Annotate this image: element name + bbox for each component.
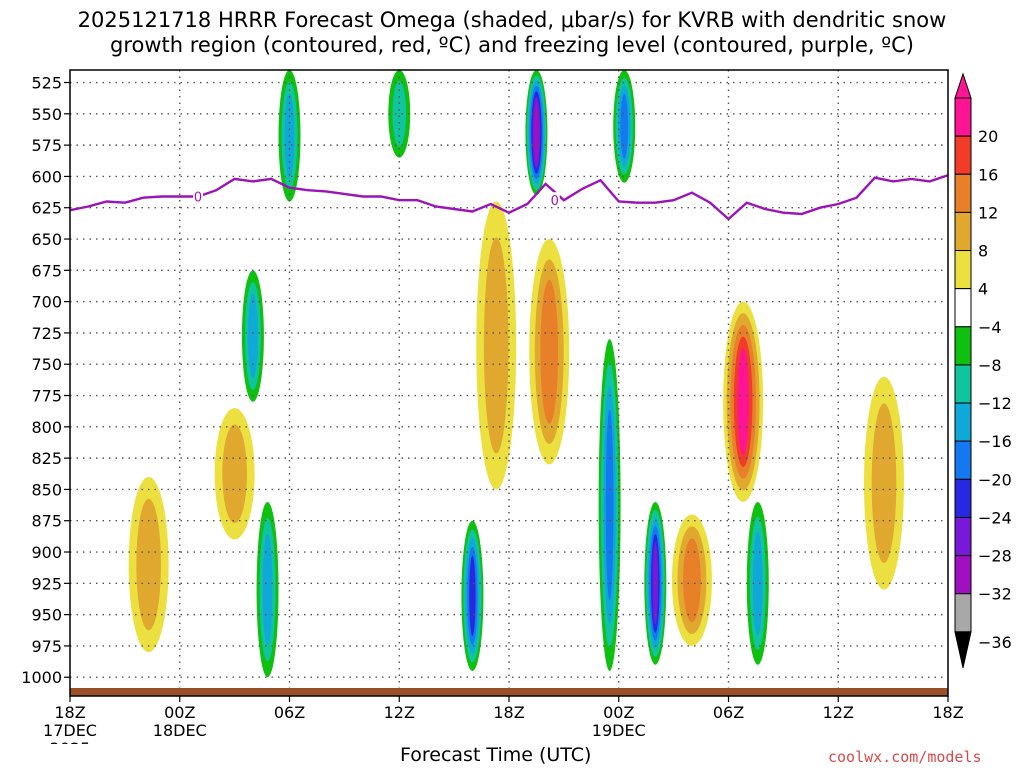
omega-cell-up-6-level-5 [469, 555, 476, 637]
x-tick-date: 17DEC [43, 721, 97, 740]
colorbar-box [954, 97, 972, 137]
colorbar-label: −20 [978, 470, 1012, 489]
colorbar-box [954, 364, 972, 404]
x-tick-label: 12Z [823, 703, 854, 722]
colorbar-label: −36 [978, 633, 1012, 652]
omega-cell-down-14-level-2 [871, 403, 897, 563]
y-tick-label: 600 [31, 167, 62, 186]
y-tick-label: 525 [31, 74, 62, 93]
y-tick-label: 625 [31, 199, 62, 218]
colorbar-box [954, 593, 972, 633]
colorbar-box [954, 516, 972, 557]
y-tick-label: 800 [31, 418, 62, 437]
grid-lines [70, 70, 948, 696]
title-line-1: 2025121718 HRRR Forecast Omega (shaded, … [77, 8, 947, 32]
freezing-level-label: 0 [551, 194, 559, 209]
colorbar-top-arrow [954, 72, 972, 99]
x-tick-label: 12Z [384, 703, 415, 722]
colorbar-label: −32 [978, 585, 1012, 604]
omega-cell-up-7-level-4 [605, 409, 614, 601]
ground-surface [70, 688, 948, 696]
colorbar-box [954, 288, 972, 328]
omega-cell-down-13-level-2 [222, 424, 247, 524]
colorbar-label: −4 [978, 318, 1002, 337]
y-tick-label: 700 [31, 293, 62, 312]
omega-cell-up-9-level-3 [752, 531, 763, 636]
x-tick-date: 18DEC [153, 721, 207, 740]
colorbar: 20 16 12 8 4 −4 −8 −12 −16 −20 −24 −28 −32 −36 [954, 72, 1012, 668]
title-line-2: growth region (contoured, red, ºC) and f… [110, 33, 914, 57]
y-tick-label: 575 [31, 136, 62, 155]
y-tick-label: 950 [31, 606, 62, 625]
x-tick-label: 00Z [603, 703, 634, 722]
x-tick-year: 2025 [50, 739, 91, 744]
colorbar-box [954, 250, 972, 290]
colorbar-box [954, 478, 972, 518]
y-tick-label: 900 [31, 543, 62, 562]
omega-cell-down-11-level-5 [737, 348, 749, 456]
y-axis-ticks: 525 550 575 600 625 650 675 700 725 750 775 800 825 8… [21, 74, 70, 687]
y-tick-label: 850 [31, 480, 62, 499]
colorbar-label: −24 [978, 508, 1012, 527]
omega-cell-up-4-level-3 [248, 294, 258, 379]
y-tick-label: 675 [31, 261, 62, 280]
colorbar-box [954, 326, 972, 366]
omega-cell-down-15-level-3 [683, 538, 701, 623]
colorbar-label: 12 [978, 203, 998, 222]
y-tick-label: 1000 [21, 668, 62, 687]
freezing-level-line [70, 174, 948, 221]
colorbar-label: 4 [978, 280, 988, 299]
freezing-label-bg [549, 192, 560, 207]
colorbar-box [954, 211, 972, 252]
colorbar-label: 16 [978, 165, 998, 184]
x-tick-label: 06Z [274, 703, 305, 722]
omega-cell-down-10-level-3 [540, 279, 559, 424]
colorbar-label: −28 [978, 547, 1012, 566]
y-tick-label: 650 [31, 230, 62, 249]
x-axis-ticks: 18Z17DEC202500Z18DEC06Z12Z18Z00Z19DEC06Z… [43, 696, 964, 744]
freezing-level-label: 0 [194, 190, 202, 205]
omega-cell-up-1-level-2 [392, 80, 407, 147]
y-tick-label: 825 [31, 449, 62, 468]
x-tick-label: 18Z [932, 703, 963, 722]
omega-cell-down-16-level-2 [483, 237, 509, 454]
omega-shading [128, 70, 904, 678]
colorbar-label: −16 [978, 432, 1012, 451]
omega-cell-up-5-level-3 [262, 533, 273, 646]
chart-title: 2025121718 HRRR Forecast Omega (shaded, … [0, 8, 1024, 58]
colorbar-box [954, 440, 972, 480]
credit-text: coolwx.com/models [828, 748, 982, 766]
colorbar-box [954, 135, 972, 175]
colorbar-label: 20 [978, 127, 998, 146]
x-tick-label: 18Z [493, 703, 524, 722]
x-tick-label: 00Z [164, 703, 195, 722]
x-tick-date: 19DEC [592, 721, 646, 740]
y-tick-label: 875 [31, 512, 62, 531]
y-tick-label: 550 [31, 105, 62, 124]
colorbar-label: 8 [978, 242, 988, 261]
y-tick-label: 725 [31, 324, 62, 343]
colorbar-bottom-arrow [954, 631, 972, 668]
colorbar-label: −8 [978, 356, 1002, 375]
y-tick-label: 750 [31, 355, 62, 374]
omega-cell-down-12-level-2 [136, 498, 161, 631]
x-axis-label: Forecast Time (UTC) [400, 744, 592, 766]
y-tick-label: 775 [31, 387, 62, 406]
x-tick-label: 06Z [713, 703, 744, 722]
freezing-label-bg [193, 188, 204, 203]
colorbar-box [954, 555, 972, 595]
y-tick-label: 975 [31, 637, 62, 656]
omega-cell-up-2-level-7 [534, 102, 539, 164]
x-tick-label: 18Z [54, 703, 85, 722]
omega-cell-up-3-level-4 [620, 93, 629, 159]
colorbar-box [954, 173, 972, 213]
colorbar-box [954, 402, 972, 442]
y-tick-label: 925 [31, 574, 62, 593]
colorbar-label: −12 [978, 394, 1012, 413]
